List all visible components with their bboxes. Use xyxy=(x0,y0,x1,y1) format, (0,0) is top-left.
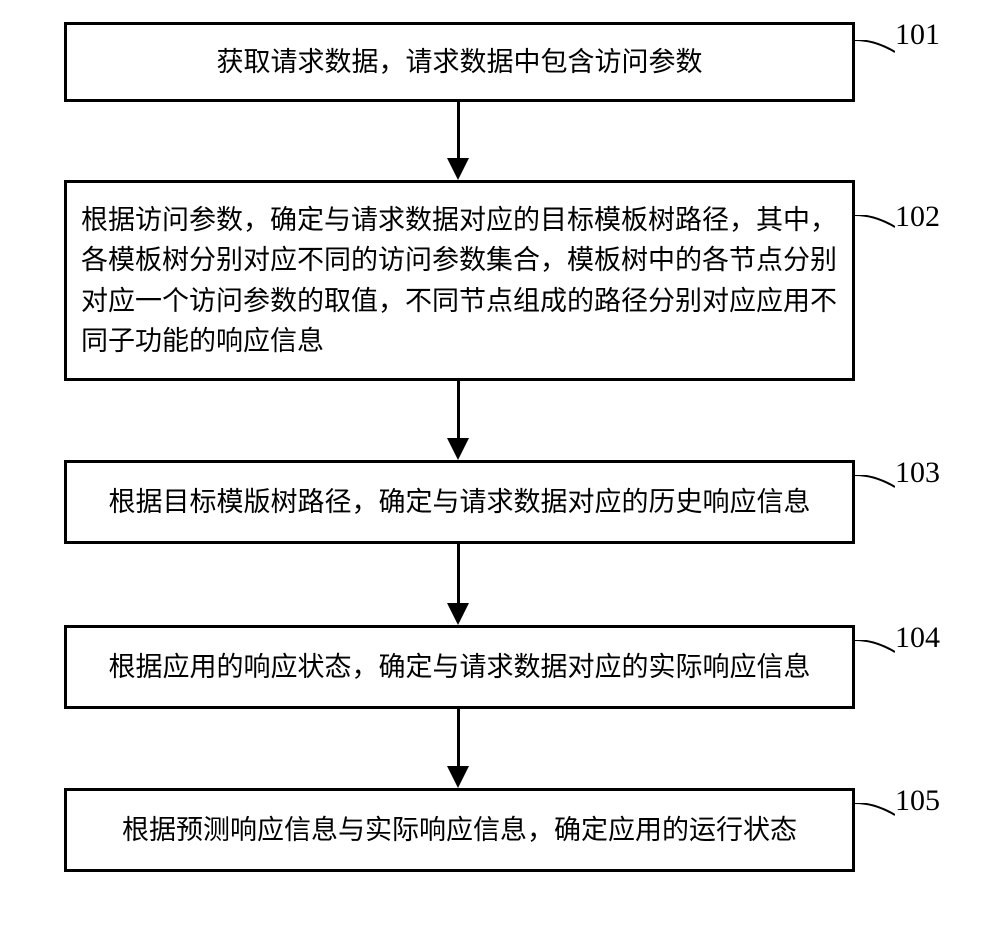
flow-node-text: 获取请求数据，请求数据中包含访问参数 xyxy=(217,42,703,83)
flow-node-text: 根据预测响应信息与实际响应信息，确定应用的运行状态 xyxy=(122,810,797,851)
flow-node-label: 105 xyxy=(895,784,940,818)
flow-node-label: 102 xyxy=(895,200,940,234)
label-connector xyxy=(855,640,895,665)
flow-arrow xyxy=(457,381,460,440)
flow-node-text: 根据应用的响应状态，确定与请求数据对应的实际响应信息 xyxy=(109,647,811,688)
flow-node-label: 103 xyxy=(895,456,940,490)
flow-node: 获取请求数据，请求数据中包含访问参数 xyxy=(64,22,855,102)
arrow-down-icon xyxy=(447,438,469,460)
arrow-down-icon xyxy=(447,766,469,788)
flow-node: 根据访问参数，确定与请求数据对应的目标模板树路径，其中，各模板树分别对应不同的访… xyxy=(64,180,855,381)
label-connector xyxy=(855,475,895,500)
flow-node-label: 104 xyxy=(895,621,940,655)
arrow-down-icon xyxy=(447,158,469,180)
label-connector xyxy=(855,803,895,828)
flow-arrow xyxy=(457,709,460,768)
flow-node: 根据目标模版树路径，确定与请求数据对应的历史响应信息 xyxy=(64,460,855,544)
flowchart-canvas: 获取请求数据，请求数据中包含访问参数 101 根据访问参数，确定与请求数据对应的… xyxy=(0,0,1000,948)
flow-node: 根据应用的响应状态，确定与请求数据对应的实际响应信息 xyxy=(64,625,855,709)
flow-node-text: 根据目标模版树路径，确定与请求数据对应的历史响应信息 xyxy=(109,482,811,523)
label-connector xyxy=(855,40,895,65)
flow-arrow xyxy=(457,544,460,605)
flow-arrow xyxy=(457,102,460,160)
flow-node: 根据预测响应信息与实际响应信息，确定应用的运行状态 xyxy=(64,788,855,872)
arrow-down-icon xyxy=(447,603,469,625)
label-connector xyxy=(855,215,895,240)
flow-node-text: 根据访问参数，确定与请求数据对应的目标模板树路径，其中，各模板树分别对应不同的访… xyxy=(81,200,838,362)
flow-node-label: 101 xyxy=(895,18,940,52)
